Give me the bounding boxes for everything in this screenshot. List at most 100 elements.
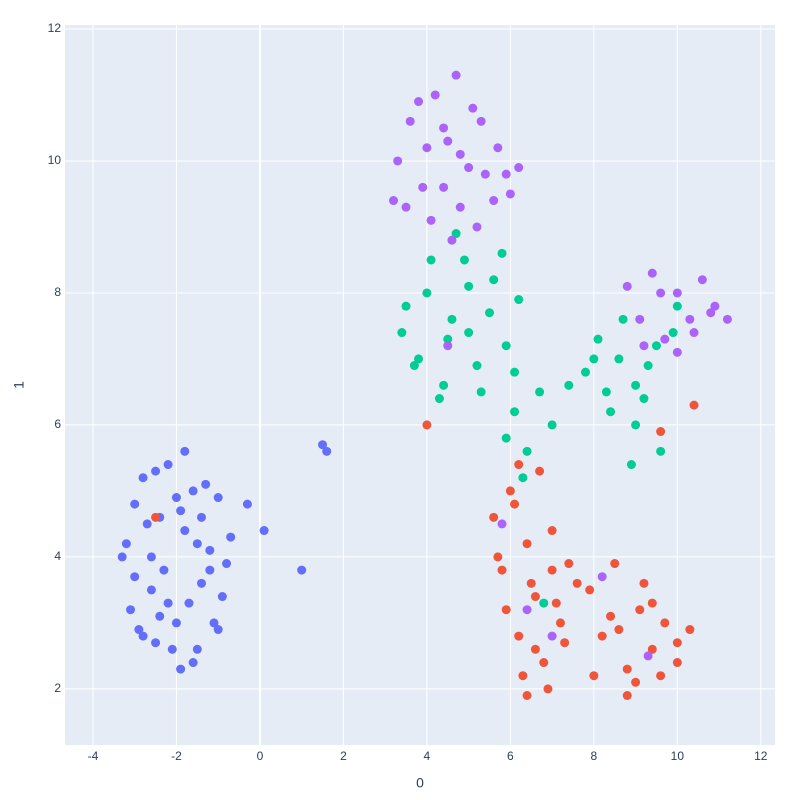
point: [489, 275, 499, 285]
point: [514, 631, 524, 641]
point: [635, 314, 645, 324]
point: [155, 611, 165, 621]
point: [242, 499, 252, 509]
point: [618, 314, 628, 324]
point: [706, 308, 716, 318]
point: [209, 618, 219, 628]
point: [722, 314, 732, 324]
point: [418, 182, 428, 192]
point: [130, 572, 140, 582]
point: [631, 677, 641, 687]
y-tick-label: 6: [54, 417, 61, 431]
point: [535, 387, 545, 397]
y-tick-label: 2: [54, 681, 61, 695]
point: [514, 295, 524, 305]
point: [464, 281, 474, 291]
point: [493, 143, 503, 153]
point: [530, 592, 540, 602]
point: [614, 625, 624, 635]
point: [439, 182, 449, 192]
point: [685, 314, 695, 324]
x-tick-label: 12: [754, 749, 768, 763]
point: [484, 308, 494, 318]
point: [167, 644, 177, 654]
x-tick-label: 0: [257, 749, 264, 763]
point: [597, 631, 607, 641]
point: [643, 361, 653, 371]
point: [151, 638, 161, 648]
point: [121, 539, 131, 549]
point: [443, 334, 453, 344]
point: [196, 578, 206, 588]
point: [505, 189, 515, 199]
point: [213, 625, 223, 635]
point: [672, 658, 682, 668]
point: [501, 169, 511, 179]
point: [560, 638, 570, 648]
point: [597, 572, 607, 582]
point: [472, 361, 482, 371]
point: [447, 235, 457, 245]
point: [672, 347, 682, 357]
y-tick-label: 12: [48, 21, 62, 35]
point: [547, 526, 557, 536]
point: [388, 196, 398, 206]
point: [535, 466, 545, 476]
point: [439, 380, 449, 390]
point: [672, 301, 682, 311]
point: [397, 328, 407, 338]
point: [188, 658, 198, 668]
point: [464, 328, 474, 338]
point: [426, 255, 436, 265]
point: [126, 605, 136, 615]
point: [639, 341, 649, 351]
point: [501, 433, 511, 443]
point: [196, 512, 206, 522]
point: [585, 585, 595, 595]
point: [171, 618, 181, 628]
point: [451, 70, 461, 80]
point: [476, 387, 486, 397]
point: [555, 618, 565, 628]
point: [497, 519, 507, 529]
labels: -4 -2 0 2 4 6 8 10 12 2 4 6 8 10 12: [48, 21, 768, 763]
y-tick-label: 4: [54, 549, 61, 563]
point: [146, 552, 156, 562]
point: [501, 605, 511, 615]
point: [180, 526, 190, 536]
x-tick-label: 10: [671, 749, 685, 763]
point: [689, 328, 699, 338]
point: [451, 229, 461, 239]
point: [547, 631, 557, 641]
point: [414, 354, 424, 364]
point: [685, 625, 695, 635]
x-tick-label: 8: [591, 749, 598, 763]
point: [476, 116, 486, 126]
point: [443, 341, 453, 351]
point: [130, 499, 140, 509]
point: [572, 578, 582, 588]
y-axis-title: 1: [11, 381, 27, 389]
point: [514, 163, 524, 173]
point: [656, 446, 666, 456]
point: [622, 281, 632, 291]
point: [593, 334, 603, 344]
point: [510, 407, 520, 417]
point: [564, 559, 574, 569]
point: [151, 466, 161, 476]
point: [518, 671, 528, 681]
point: [522, 605, 532, 615]
point: [138, 473, 148, 483]
point: [647, 644, 657, 654]
point: [631, 380, 641, 390]
point: [539, 658, 549, 668]
point: [205, 565, 215, 575]
point: [601, 387, 611, 397]
point: [518, 473, 528, 483]
point: [622, 664, 632, 674]
point: [614, 354, 624, 364]
point: [543, 684, 553, 694]
point: [497, 248, 507, 258]
point: [606, 407, 616, 417]
